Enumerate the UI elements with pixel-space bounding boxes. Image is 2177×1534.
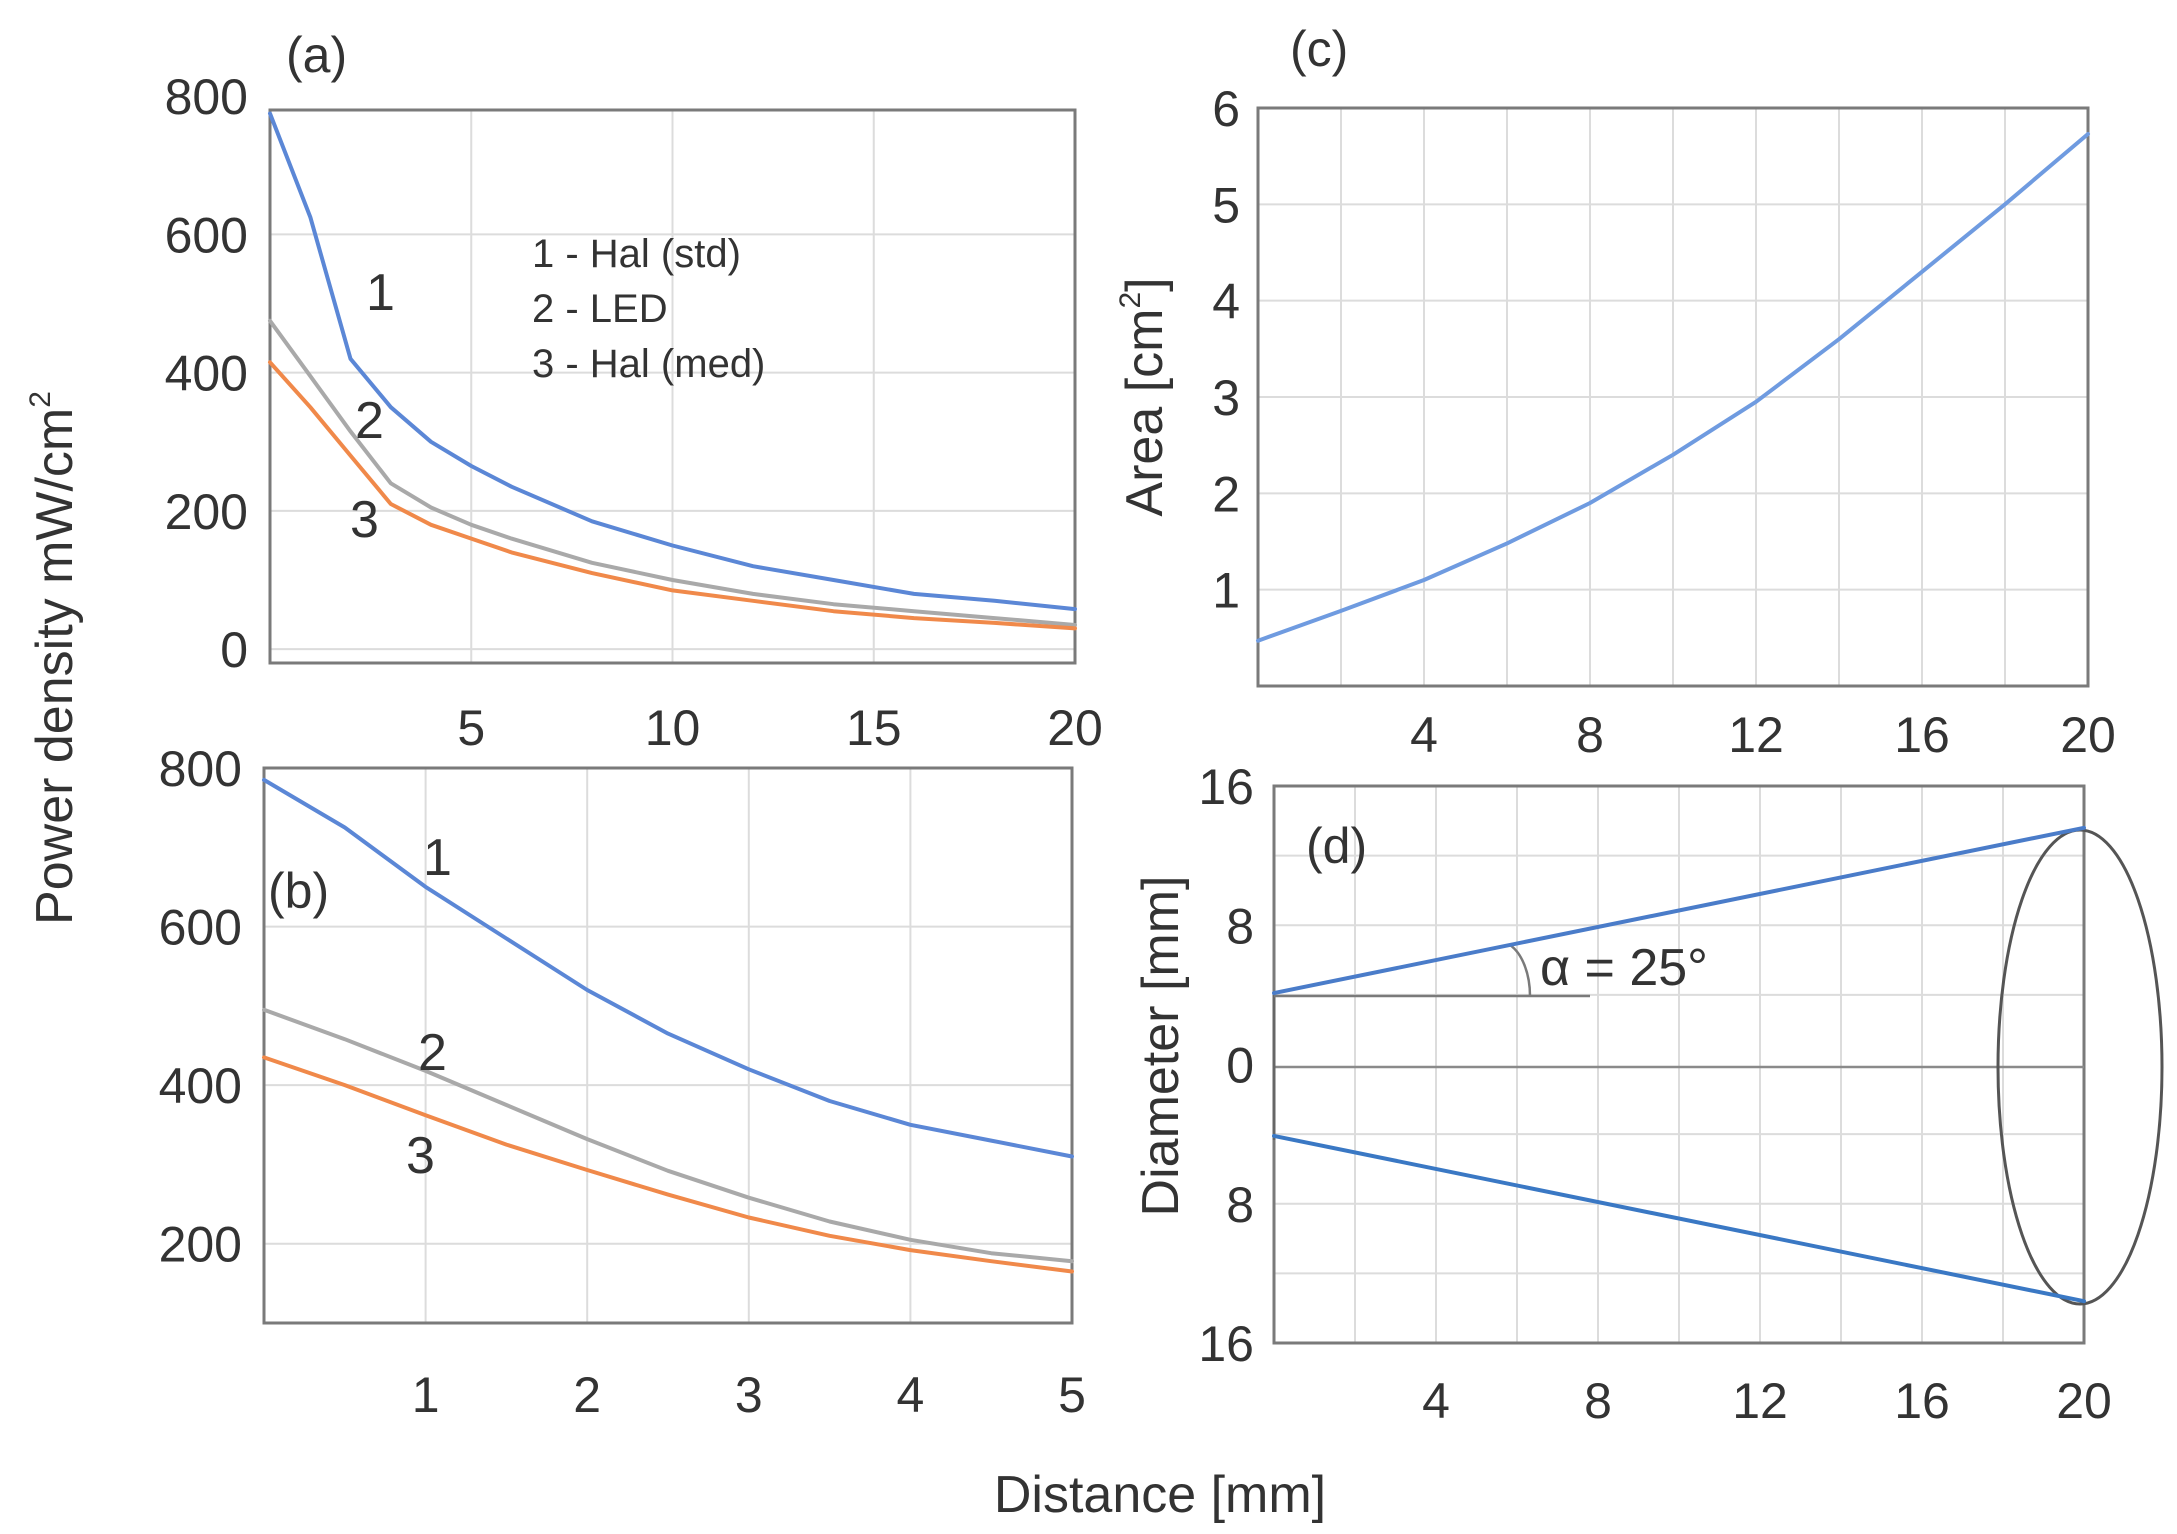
series-line-upper-edge (1272, 825, 2086, 996)
y-tick-label: 600 (159, 900, 242, 956)
y-tick-label: 800 (165, 69, 248, 125)
panel-a-series (268, 111, 1077, 631)
panel-d: 4 8 12 16 20 16 8 0 8 16 (d) α = 25° Diameter [mm… (1132, 759, 2164, 1429)
legend-entry-2: 2 - LED (532, 287, 668, 331)
x-tick-label: 5 (457, 700, 485, 756)
area-axis-title-suffix: ] (1116, 277, 1174, 291)
panel-a-curve-label-3: 3 (350, 491, 379, 549)
x-tick-label: 8 (1576, 707, 1604, 763)
series-line-Area (1256, 132, 2090, 643)
x-tick-label: 1 (412, 1367, 440, 1423)
y-tick-label: 6 (1212, 81, 1240, 137)
power-density-axis-title-sup: 2 (24, 391, 57, 408)
legend-entry-3: 3 - Hal (med) (532, 342, 765, 386)
y-tick-label: 400 (159, 1058, 242, 1114)
x-tick-label: 8 (1584, 1373, 1612, 1429)
series-line-3 (268, 360, 1077, 631)
panel-b-ticks: 1 2 3 4 5 200 400 600 800 (159, 741, 1086, 1423)
panel-a-curve-label-1: 1 (366, 264, 395, 322)
panel-b-curve-label-1: 1 (423, 829, 452, 887)
area-axis-title: Area [cm2] (1114, 277, 1174, 516)
y-tick-label: 200 (165, 484, 248, 540)
panel-b-curve-label-2: 2 (418, 1024, 447, 1082)
panel-a-frame (268, 108, 1077, 665)
x-tick-label: 2 (573, 1367, 601, 1423)
y-tick-label: 800 (159, 741, 242, 797)
y-tick-label: 16 (1198, 759, 1254, 815)
y-tick-label: 5 (1212, 177, 1240, 233)
panel-b: 1 2 3 4 5 200 400 600 800 (b) 1 2 3 (159, 741, 1086, 1423)
panel-c-label: (c) (1290, 21, 1348, 77)
x-tick-label: 12 (1728, 707, 1784, 763)
series-line-lower-edge (1272, 1133, 2086, 1304)
y-tick-label: 2 (1212, 466, 1240, 522)
y-tick-label: 3 (1212, 370, 1240, 426)
power-density-axis-title-text: Power density mW/cm (26, 408, 84, 925)
distance-axis-title: Distance [mm] (994, 1466, 1326, 1524)
x-tick-label: 4 (1422, 1373, 1450, 1429)
panel-b-label: (b) (268, 863, 329, 919)
y-tick-label: 4 (1212, 274, 1240, 330)
series-line-2 (262, 1007, 1074, 1264)
y-tick-label: 8 (1226, 898, 1254, 954)
y-tick-label: 1 (1212, 563, 1240, 619)
area-axis-title-text: Area [cm (1116, 309, 1174, 517)
angle-annotation: α = 25° (1540, 939, 1708, 997)
x-tick-label: 3 (735, 1367, 763, 1423)
panel-d-ticks: 4 8 12 16 20 16 8 0 8 16 (1198, 759, 2111, 1429)
panel-c-frame (1256, 106, 2090, 688)
legend-entry-1: 1 - Hal (std) (532, 232, 741, 276)
y-tick-label: 400 (165, 346, 248, 402)
diameter-axis-title: Diameter [mm] (1132, 876, 1190, 1217)
panel-b-series (262, 777, 1074, 1274)
panel-b-grid (264, 768, 1072, 1323)
x-tick-label: 12 (1732, 1373, 1788, 1429)
panel-d-grid (1274, 786, 2084, 1343)
x-tick-label: 4 (896, 1367, 924, 1423)
power-density-axis-title: Power density mW/cm2 (24, 391, 84, 925)
panel-a-label: (a) (286, 27, 347, 83)
series-line-3 (262, 1055, 1074, 1274)
x-tick-label: 20 (2060, 707, 2116, 763)
panel-c-series (1256, 132, 2090, 643)
y-tick-label: 200 (159, 1217, 242, 1273)
panel-b-frame (262, 766, 1074, 1325)
y-tick-label: 8 (1226, 1177, 1254, 1233)
panel-b-curve-label-3: 3 (406, 1127, 435, 1185)
x-tick-label: 20 (2056, 1373, 2112, 1429)
panel-d-label: (d) (1306, 818, 1367, 874)
area-axis-title-sup: 2 (1114, 292, 1147, 309)
x-tick-label: 20 (1047, 700, 1103, 756)
series-line-1 (268, 111, 1077, 612)
x-tick-label: 16 (1894, 707, 1950, 763)
panel-a-curve-label-2: 2 (355, 392, 384, 450)
angle-arc (1509, 943, 1532, 997)
y-tick-label: 16 (1198, 1316, 1254, 1372)
x-tick-label: 10 (645, 700, 701, 756)
series-line-1 (262, 777, 1074, 1159)
x-tick-label: 15 (846, 700, 902, 756)
panel-d-series (1272, 825, 2086, 1304)
series-line-2 (268, 318, 1077, 627)
x-tick-label: 5 (1058, 1367, 1086, 1423)
panel-c-grid (1258, 108, 2088, 686)
y-tick-label: 0 (1226, 1038, 1254, 1094)
y-tick-label: 0 (220, 622, 248, 678)
x-tick-label: 16 (1894, 1373, 1950, 1429)
y-tick-label: 600 (165, 207, 248, 263)
x-tick-label: 4 (1410, 707, 1438, 763)
